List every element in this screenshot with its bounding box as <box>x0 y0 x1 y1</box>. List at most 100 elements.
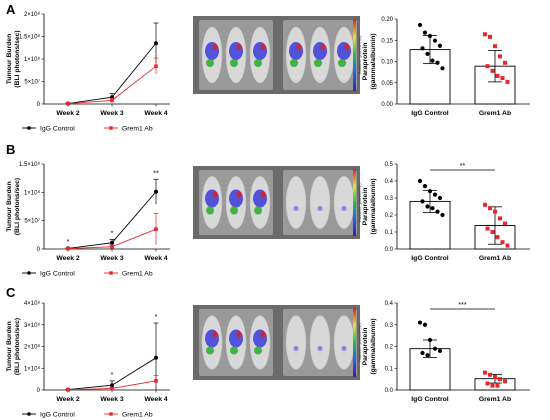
legend-item: Grem1 Ab <box>104 411 153 418</box>
data-point <box>488 372 492 377</box>
data-point <box>500 240 505 245</box>
significance-marker: *** <box>458 302 466 309</box>
y-tick-label: 0.4 <box>385 179 394 185</box>
data-point <box>427 337 433 343</box>
bli-signal <box>205 42 219 60</box>
y-tick-label: 3×10⁸ <box>24 322 41 329</box>
y-tick-label: 0.2 <box>385 345 394 351</box>
y-tick-label: 0.3 <box>385 323 394 329</box>
x-tick-label: Week 2 <box>56 396 80 403</box>
bli-signal <box>344 44 350 50</box>
y-tick-label: 0.5 <box>385 162 394 168</box>
y-tick-label: 2×10⁸ <box>24 11 41 18</box>
data-point <box>485 381 490 386</box>
data-point <box>154 41 158 46</box>
y-tick-label: 1×10⁸ <box>24 365 41 372</box>
bli-signal <box>236 191 242 198</box>
data-point <box>110 383 114 388</box>
data-point <box>430 58 435 63</box>
y-axis-title-line: (gamma/albumin) <box>370 33 377 89</box>
data-point <box>483 370 487 375</box>
legend-marker <box>109 126 113 130</box>
bli-signal <box>290 59 298 67</box>
series-grem1-ab <box>65 212 159 251</box>
x-tick-label: Week 4 <box>144 255 168 262</box>
y-axis-title-line: Tumour Burden <box>6 181 13 231</box>
data-point <box>422 322 428 327</box>
bar-grem1-ab: Grem1 Ab <box>474 202 516 262</box>
bli-signal <box>260 44 266 50</box>
data-point <box>432 346 438 351</box>
legend-label: IgG Control <box>40 411 75 418</box>
series-grem1-ab <box>65 375 159 392</box>
y-tick-label: 2×10⁸ <box>24 344 41 351</box>
data-point <box>154 227 158 231</box>
bar-chart: 0.00 0.05 0.10 0.15 0.20 Paraprotein(gamma/al… <box>362 17 530 117</box>
x-tick-label: Week 3 <box>100 110 124 117</box>
panel-b: B 0 5×10⁷ 1×10⁸ 1.5×10⁸ Tumour Burden(BLI pho… <box>6 142 530 277</box>
data-point <box>498 377 502 382</box>
y-axis-title-line: (BLI photons/sec) <box>14 178 21 235</box>
y-axis-title: Tumour Burden(BLI photons/sec) <box>6 30 21 87</box>
data-point <box>490 230 495 234</box>
bli-signal <box>254 59 262 67</box>
data-point <box>420 350 425 356</box>
bli-signal <box>253 329 267 348</box>
panel-letter: A <box>6 2 16 17</box>
bli-signal <box>212 191 218 198</box>
bli-signal <box>260 191 266 198</box>
series-igg-control <box>65 22 159 106</box>
radiance-scale <box>353 169 356 236</box>
bar-igg-control: IgG Control <box>409 178 451 262</box>
bli-signal <box>293 346 299 351</box>
data-point <box>422 30 428 35</box>
data-point <box>425 353 430 358</box>
y-tick-label: 0.1 <box>385 366 394 372</box>
bli-signal <box>293 206 299 211</box>
radiance-label: Radiance (p/sec/cm²/sr) <box>358 183 362 221</box>
mouse-silhouette <box>333 175 355 230</box>
y-tick-label: 5×10⁷ <box>24 79 40 86</box>
bli-image-panel: Radiance (p/sec/cm²/sr) <box>193 305 362 380</box>
data-point <box>427 189 433 194</box>
y-tick-label: 0.0 <box>385 388 394 394</box>
panel-a: A 0 5×10⁷ 1×10⁸ 1.5×10⁸ 2×10⁸ Tumour Burden(BL… <box>6 2 530 132</box>
data-point <box>110 240 114 245</box>
data-point <box>498 54 502 59</box>
data-point <box>435 209 440 214</box>
series-grem1-ab <box>65 57 159 106</box>
data-point <box>493 44 497 49</box>
legend-marker <box>109 412 113 416</box>
data-point <box>483 32 487 37</box>
y-tick-label: 1×10⁸ <box>24 56 41 63</box>
data-point <box>430 206 435 211</box>
data-point <box>503 221 507 226</box>
radiance-scale <box>353 308 356 377</box>
data-point <box>435 60 440 65</box>
data-point <box>66 246 70 251</box>
x-tick-label: IgG Control <box>411 110 448 117</box>
bli-image-panel: Radiance (p/sec/cm²/sr) <box>193 16 362 94</box>
data-point <box>417 178 423 184</box>
bli-signal <box>253 42 267 60</box>
x-tick-label: Week 4 <box>144 110 168 117</box>
y-axis-title-line: (gamma/albumin) <box>370 178 377 234</box>
y-tick-label: 0.15 <box>381 38 393 44</box>
data-point <box>488 34 492 39</box>
bar-grem1-ab: Grem1 Ab <box>474 32 516 117</box>
y-axis-title-line: Tumour Burden <box>6 34 13 84</box>
radiance-label: Radiance (p/sec/cm²/sr) <box>358 323 362 361</box>
series-igg-control <box>65 178 159 251</box>
data-point <box>485 226 490 231</box>
data-point <box>154 355 158 360</box>
data-point <box>154 189 158 194</box>
y-axis-title-line: Paraprotein <box>362 328 369 366</box>
data-point <box>154 379 158 383</box>
y-tick-label: 0.1 <box>385 230 394 236</box>
bli-signal <box>317 206 323 211</box>
panel-letter: B <box>6 142 15 157</box>
bli-image-panel: Radiance (p/sec/cm²/sr) <box>193 166 362 239</box>
bli-signal <box>229 42 243 60</box>
legend-marker <box>27 412 31 416</box>
x-tick-label: Grem1 Ab <box>479 396 511 403</box>
